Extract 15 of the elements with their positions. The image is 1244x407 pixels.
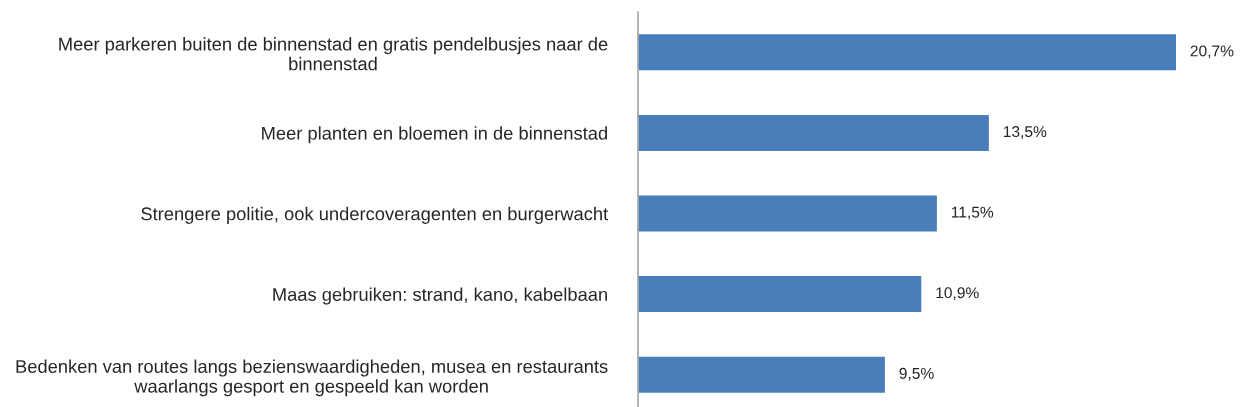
bar xyxy=(638,356,885,393)
bar xyxy=(638,276,922,313)
y-tick-label: Strengere politie, ook undercoveragenten en burgerwacht xyxy=(141,206,609,224)
data-label: 20,7% xyxy=(1190,45,1234,59)
bar xyxy=(638,34,1176,71)
data-label: 13,5% xyxy=(1003,126,1047,139)
y-tick-label: Bedenken van routes langs bezienswaardigheden, musea en restaurants waarlangs gesport en gespeeld kan worden xyxy=(16,359,608,397)
bar xyxy=(638,195,937,232)
data-label: 9,5% xyxy=(899,367,934,381)
y-tick-label: Meer planten en bloemen in de binnenstad xyxy=(262,126,607,144)
data-label: 10,9% xyxy=(936,287,979,301)
data-label: 11,5% xyxy=(951,206,994,220)
bar xyxy=(638,114,989,151)
y-tick-label: Meer parkeren buiten de binnenstad en gratis pendelbusjes naar de binnenstad xyxy=(59,37,608,71)
y-tick-label: Maas gebruiken: strand, kano, kabelbaan xyxy=(273,287,607,305)
